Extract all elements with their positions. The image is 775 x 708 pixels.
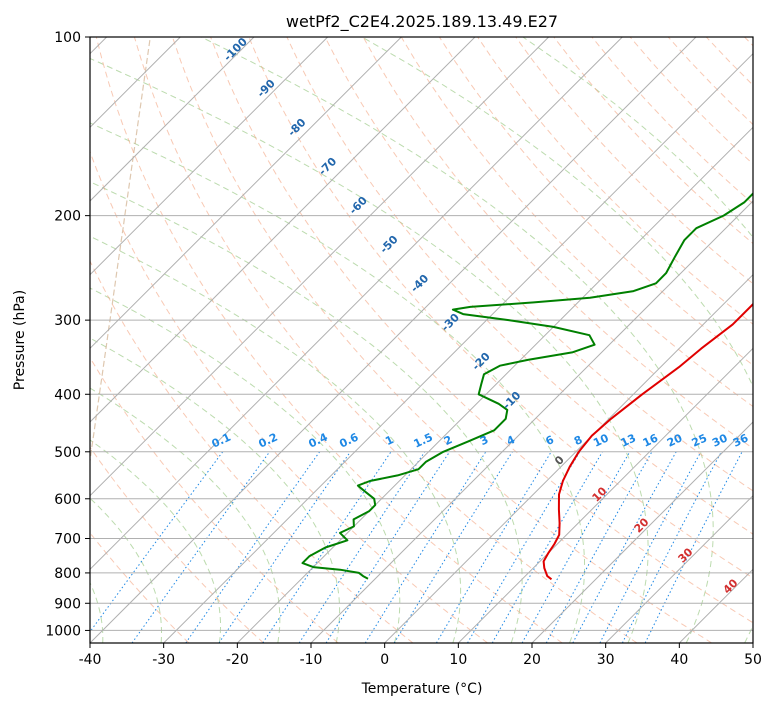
moist-adiabat <box>90 122 586 643</box>
mixing-ratio-lines <box>90 451 743 643</box>
moist-adiabat <box>90 439 221 643</box>
mixing-ratio-label: 13 <box>619 431 638 449</box>
dry-adiabat <box>286 37 753 535</box>
moist-adiabat <box>90 57 649 643</box>
dry-adiabat <box>324 37 753 492</box>
y-tick-label: 900 <box>54 596 81 612</box>
y-tick-label: 200 <box>54 209 81 225</box>
isotherm-line <box>90 37 255 202</box>
plot-area <box>90 37 753 643</box>
y-tick-label: 100 <box>54 30 81 46</box>
mixing-ratio-label: 30 <box>710 431 730 449</box>
y-tick-label: 600 <box>54 492 81 508</box>
isotherm-line <box>90 37 623 571</box>
x-tick-label: 0 <box>380 652 389 668</box>
mixing-ratio-label: 16 <box>641 431 661 449</box>
moist-adiabat <box>90 387 281 643</box>
dry-adiabat <box>248 37 753 579</box>
isotherm-line <box>90 37 476 423</box>
mixing-ratio-line <box>644 451 743 643</box>
mixing-ratio-line <box>364 451 487 643</box>
y-tick-label: 1000 <box>45 623 81 639</box>
isotherm-line <box>90 37 550 497</box>
dry-adiabat <box>133 37 638 643</box>
dry-adiabat <box>95 37 563 643</box>
dry-adiabat <box>515 37 753 285</box>
y-tick-label: 500 <box>54 445 81 461</box>
chart-title: wetPf2_C2E4.2025.189.13.49.E27 <box>286 12 558 32</box>
isotherm-line <box>163 52 753 643</box>
x-axis-label: Temperature (°C) <box>361 681 483 697</box>
mixing-ratio-line <box>90 451 224 633</box>
x-tick-label: 10 <box>449 652 467 668</box>
x-tick-label: 50 <box>744 652 762 668</box>
dry-adiabat <box>90 259 414 643</box>
mixing-ratio-label: 25 <box>690 431 709 449</box>
y-axis-label: Pressure (hPa) <box>12 290 28 390</box>
mixing-ratio-line <box>325 451 451 643</box>
isotherm-line <box>310 200 753 643</box>
x-tick-label: -30 <box>152 652 175 668</box>
dry-adiabat <box>90 446 264 643</box>
moist-adiabats <box>90 37 753 643</box>
y-tick-label: 700 <box>54 532 81 548</box>
x-tick-label: -10 <box>300 652 323 668</box>
plot-background <box>90 37 753 643</box>
y-tick-label: 300 <box>54 313 81 329</box>
dry-adiabat <box>477 37 753 325</box>
isotherm-line <box>752 642 753 643</box>
dewpoint-profile <box>301 192 753 580</box>
isotherm-line <box>605 494 753 643</box>
profiles <box>301 192 753 581</box>
isotherm-line <box>531 421 753 643</box>
x-tick-label: -20 <box>226 652 249 668</box>
mixing-ratio-line <box>435 451 552 643</box>
isotherm-line <box>457 347 753 643</box>
y-tick-label: 400 <box>54 387 81 403</box>
mixing-ratio-line <box>599 451 702 643</box>
moist-adiabat <box>200 37 714 643</box>
mixing-ratio-line <box>185 451 321 643</box>
x-tick-label: 30 <box>597 652 615 668</box>
moist-adiabat <box>90 497 162 643</box>
x-tick-label: 20 <box>523 652 541 668</box>
mixing-ratio-label: 10 <box>591 431 611 449</box>
y-axis: 1000 900 800 700 600 500 400 300 200 100 <box>45 30 90 639</box>
moist-adiabat <box>90 235 462 643</box>
isotherm-line <box>90 37 697 643</box>
mixing-ratio-line <box>521 451 631 643</box>
mixing-ratio-label: 20 <box>665 431 685 449</box>
dry-adiabats <box>90 37 753 643</box>
isotherm-line <box>90 37 402 350</box>
mixing-ratio-line <box>545 451 653 643</box>
moist-adiabat <box>90 287 401 643</box>
mixing-ratio-line <box>572 451 677 643</box>
moist-adiabat <box>361 37 753 643</box>
x-tick-label: 40 <box>670 652 688 668</box>
isobar-grid <box>90 37 753 631</box>
plot-frame <box>89 36 754 644</box>
mixing-ratio-line <box>298 451 426 643</box>
dry-adiabat <box>172 37 712 643</box>
mixing-ratio-label: 36 <box>731 431 751 449</box>
temperature-profile <box>542 302 753 581</box>
moist-adiabat <box>90 581 104 643</box>
dry-adiabat <box>210 37 753 624</box>
mixing-ratio-line <box>131 451 271 643</box>
isotherm-line <box>236 126 753 643</box>
mixing-ratio-line <box>262 451 392 643</box>
moist-adiabat <box>90 337 341 643</box>
dry-adiabat <box>90 356 339 643</box>
isotherm-line <box>90 37 329 276</box>
isotherm-line <box>384 273 753 643</box>
x-axis: -40 -30 -20 -10 0 10 20 30 40 50 <box>79 643 762 668</box>
moist-adiabat <box>90 181 523 643</box>
mixing-ratio-line <box>218 451 351 643</box>
y-tick-label: 800 <box>54 566 81 582</box>
moist-adiabat <box>90 37 151 465</box>
x-tick-label: -40 <box>79 652 102 668</box>
isotherm-grid <box>90 37 753 643</box>
